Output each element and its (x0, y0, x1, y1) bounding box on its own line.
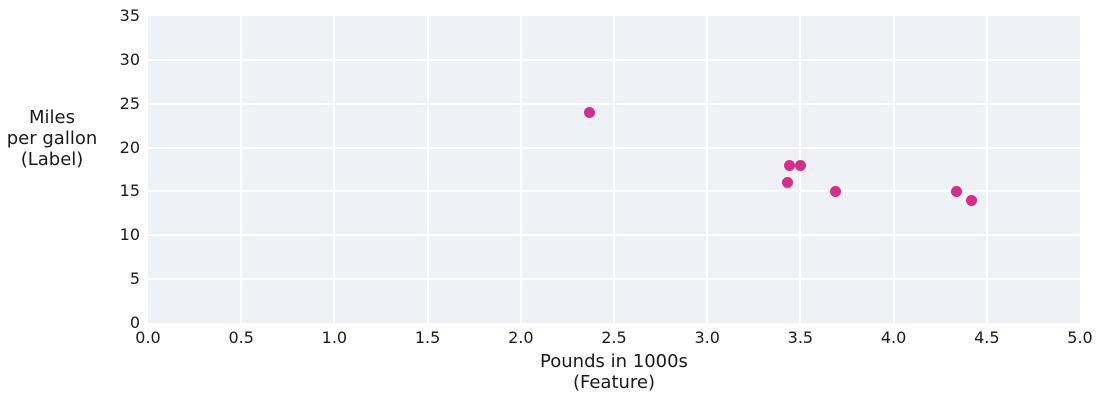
x-tick-label: 4.0 (880, 328, 907, 347)
x-tick-label: 3.5 (787, 328, 814, 347)
x-axis-label-line: (Feature) (572, 372, 656, 393)
y-tick-label: 30 (119, 49, 140, 69)
data-point (951, 185, 963, 197)
x-gridline (240, 16, 243, 323)
y-axis-label-line: per gallon (6, 128, 98, 149)
y-gridline (148, 58, 1080, 61)
y-tick-label: 0 (129, 313, 140, 332)
y-gridline (148, 146, 1080, 149)
x-gridline (892, 16, 895, 323)
y-gridline (148, 190, 1080, 193)
x-gridline (613, 16, 615, 323)
y-gridline (148, 234, 1080, 237)
data-point (966, 194, 978, 206)
y-gridline (148, 278, 1080, 281)
plot-area (148, 16, 1080, 323)
y-tick-label: 25 (119, 93, 140, 113)
x-tick-label: 1.5 (414, 328, 441, 347)
data-point (794, 159, 806, 171)
x-gridline (706, 16, 709, 323)
data-point (830, 185, 842, 197)
x-tick-label: 4.5 (974, 328, 1000, 347)
y-tick-label: 35 (119, 6, 140, 25)
y-tick-label: 5 (129, 269, 140, 289)
x-tick-label: 1.0 (321, 328, 348, 347)
y-axis-label-line: (Label) (20, 149, 84, 170)
y-tick-label: 20 (119, 137, 140, 157)
x-tick-label: 2.0 (508, 328, 534, 347)
x-tick-label: 3.0 (694, 328, 720, 347)
x-tick-label: 5.0 (1067, 328, 1093, 347)
x-axis-label: Pounds in 1000s (Feature) (148, 351, 1080, 393)
y-tick-label: 15 (119, 181, 140, 201)
data-point (781, 177, 793, 189)
y-tick-label: 10 (119, 225, 140, 245)
y-gridline (148, 102, 1080, 105)
x-gridline (519, 16, 522, 323)
y-axis-label: Miles per gallon (Label) (0, 107, 104, 170)
data-point (584, 106, 596, 118)
data-point (783, 159, 795, 171)
x-gridline (985, 16, 988, 323)
x-tick-label: 2.5 (601, 328, 627, 347)
y-axis-label-line: Miles (29, 107, 75, 128)
x-gridline (426, 16, 429, 323)
x-tick-label: 0.5 (228, 328, 254, 347)
x-axis-label-line: Pounds in 1000s (540, 351, 688, 372)
x-tick-label: 0.0 (135, 328, 161, 347)
x-gridline (333, 16, 336, 323)
